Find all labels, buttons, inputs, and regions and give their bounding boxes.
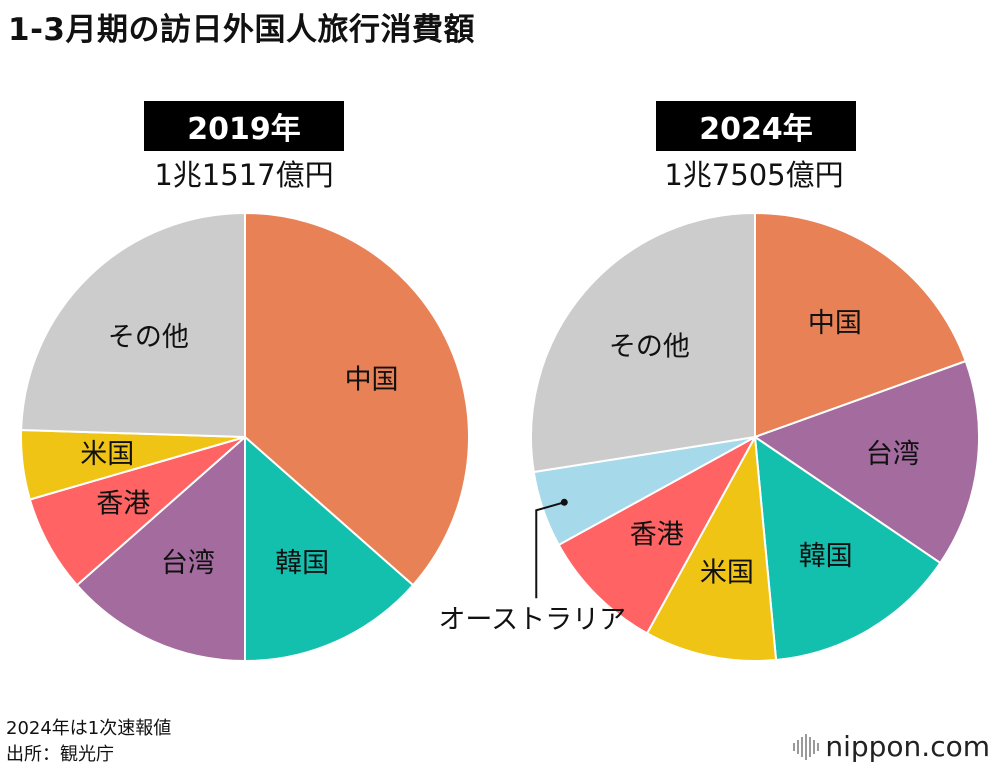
leader-line-1-5 (535, 501, 565, 599)
slice-1-0 (754, 212, 967, 438)
slice-label-1-3: 米国 (700, 557, 754, 588)
slice-1-4 (557, 436, 756, 635)
pie-1 (530, 212, 980, 662)
chart-title: 1-3月期の訪日外国人旅行消費額 (8, 12, 476, 48)
slice-1-1 (754, 360, 980, 564)
slice-label-0-2: 台湾 (161, 548, 215, 579)
slice-label-1-2: 韓国 (799, 541, 853, 572)
slice-label-1-5: オーストラリア (438, 604, 626, 635)
slice-label-1-6: その他 (609, 331, 690, 362)
slice-1-3 (646, 436, 778, 662)
footnote-source: 出所：観光庁 (6, 744, 114, 765)
slice-label-0-5: その他 (108, 322, 189, 353)
brand-logo: nippon.com (793, 730, 990, 763)
total-2024: 1兆7505億円 (664, 158, 844, 192)
slice-label-0-0: 中国 (345, 364, 399, 395)
footnote-preliminary: 2024年は1次速報値 (6, 718, 172, 739)
brand-name: nippon.com (825, 730, 990, 763)
slice-label-0-3: 香港 (96, 488, 150, 519)
slice-0-5 (20, 212, 246, 438)
slice-0-1 (244, 436, 415, 662)
slice-label-1-4: 香港 (630, 520, 684, 551)
slice-1-6 (530, 212, 756, 474)
slice-label-0-1: 韓国 (275, 548, 329, 579)
slice-0-0 (244, 212, 470, 587)
year-badge-2019: 2019年 (144, 101, 344, 151)
slice-label-1-0: 中国 (808, 308, 862, 339)
slice-label-1-1: 台湾 (866, 439, 920, 470)
slice-label-0-4: 米国 (80, 439, 134, 470)
slice-1-2 (754, 436, 942, 662)
leader-dot-1-5 (560, 498, 568, 506)
pie-0 (20, 212, 470, 662)
soundwave-icon (793, 733, 820, 760)
year-badge-2024: 2024年 (656, 101, 856, 151)
total-2019: 1兆1517億円 (154, 158, 334, 192)
slice-0-2 (75, 436, 246, 662)
